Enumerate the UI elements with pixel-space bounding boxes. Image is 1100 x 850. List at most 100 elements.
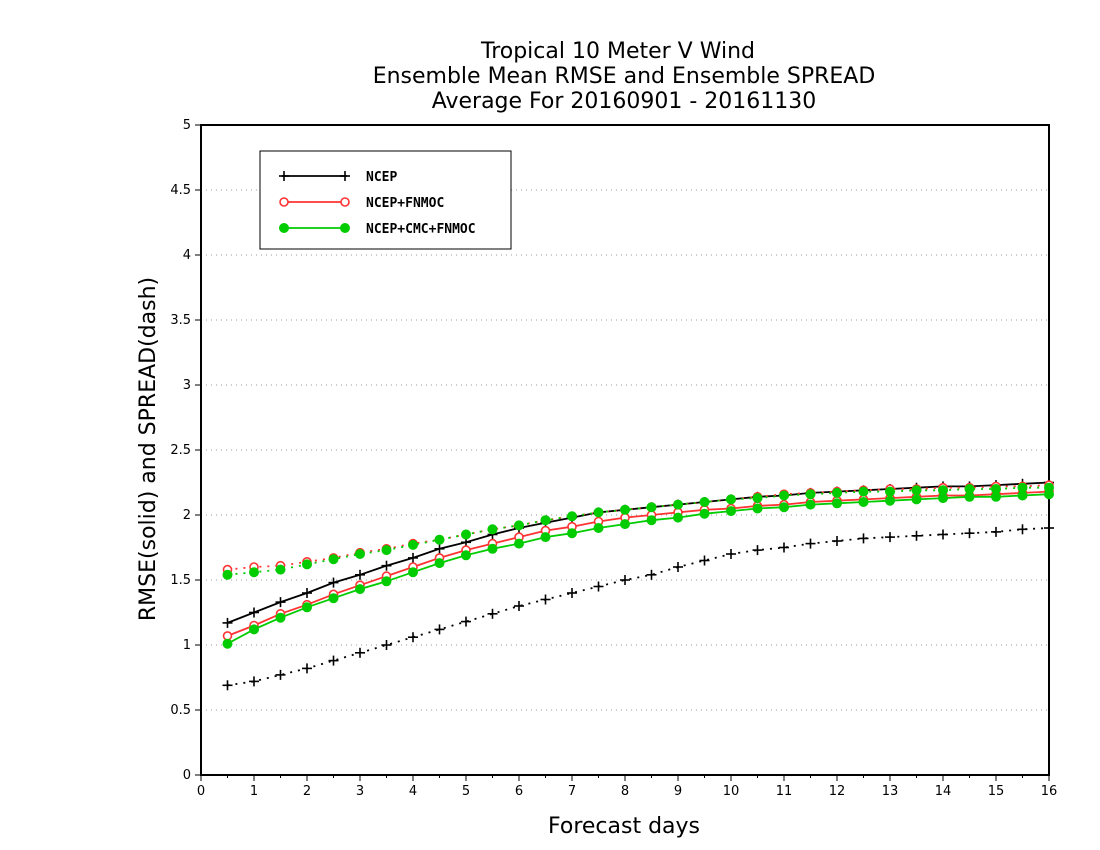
- x-axis-title: Forecast days: [548, 814, 700, 839]
- rmse-point-ncep-3: [302, 588, 312, 598]
- rmse-point-ncep-cmc-fnmoc-17: [673, 512, 683, 523]
- legend-label-ncep: NCEP: [366, 170, 397, 185]
- rmse-point-ncep-5: [355, 569, 365, 580]
- y-tick-label-9: 4.5: [170, 183, 191, 198]
- spread-point-ncep-cmc-fnmoc-19: [726, 494, 736, 505]
- spread-point-ncep-cmc-fnmoc-16: [646, 502, 657, 513]
- series-ncep-fnmoc: [222, 480, 1054, 641]
- spread-point-ncep-cmc-fnmoc-2: [275, 564, 286, 575]
- rmse-point-ncep-2: [275, 597, 286, 608]
- rmse-point-ncep-cmc-fnmoc-4: [328, 593, 339, 604]
- spread-point-ncep-18: [699, 555, 710, 566]
- spread-point-ncep-cmc-fnmoc-25: [885, 486, 895, 497]
- spread-point-ncep-cmc-fnmoc-8: [434, 534, 445, 545]
- spread-point-ncep-cmc-fnmoc-15: [620, 504, 630, 515]
- x-tick-label-16: 16: [1041, 784, 1058, 799]
- rmse-point-ncep-8: [434, 543, 445, 554]
- rmse-point-ncep-cmc-fnmoc-14: [593, 523, 604, 533]
- y-tick-label-8: 4: [183, 248, 191, 263]
- spread-point-ncep-13: [567, 588, 577, 598]
- spread-point-ncep-cmc-fnmoc-1: [249, 567, 259, 578]
- rmse-point-ncep-cmc-fnmoc-26: [911, 494, 922, 505]
- x-tick-label-6: 6: [515, 784, 523, 799]
- spread-point-ncep-5: [355, 647, 365, 658]
- spread-point-ncep-cmc-fnmoc-17: [673, 499, 683, 510]
- rmse-point-ncep-cmc-fnmoc-12: [540, 532, 551, 543]
- rmse-point-ncep-cmc-fnmoc-24: [858, 497, 869, 507]
- x-tick-label-13: 13: [882, 784, 899, 799]
- spread-point-ncep-cmc-fnmoc-23: [832, 487, 842, 498]
- spread-point-ncep-cmc-fnmoc-24: [858, 486, 869, 497]
- spread-point-ncep-10: [487, 608, 498, 619]
- spread-point-ncep-12: [540, 594, 551, 605]
- rmse-point-ncep-cmc-fnmoc-2: [275, 612, 286, 623]
- rmse-point-ncep-cmc-fnmoc-31: [1044, 489, 1054, 500]
- series-ncep-cmc-fnmoc: [222, 482, 1054, 649]
- x-tick-label-2: 2: [303, 784, 311, 799]
- y-tick-label-2: 1: [183, 638, 191, 653]
- rmse-point-ncep-6: [381, 560, 392, 571]
- y-tick-label-6: 3: [183, 378, 191, 393]
- y-tick-label-10: 5: [183, 118, 191, 133]
- spread-point-ncep-23: [832, 536, 842, 546]
- rmse-point-ncep-cmc-fnmoc-1: [249, 624, 259, 635]
- spread-point-ncep-7: [408, 632, 418, 643]
- x-tick-label-15: 15: [988, 784, 1005, 799]
- chart-title-line-1: Tropical 10 Meter V Wind: [480, 39, 755, 64]
- rmse-point-ncep-cmc-fnmoc-21: [779, 502, 789, 513]
- grid: [201, 189, 1049, 711]
- spread-point-ncep-cmc-fnmoc-20: [752, 493, 763, 504]
- spread-point-ncep-28: [964, 528, 975, 539]
- rmse-point-ncep-cmc-fnmoc-15: [620, 519, 630, 530]
- rmse-point-ncep-cmc-fnmoc-7: [408, 567, 418, 578]
- spread-point-ncep-21: [779, 542, 789, 553]
- legend-marker-end-ncep-fnmoc: [340, 197, 350, 207]
- rmse-point-ncep-cmc-fnmoc-9: [461, 550, 471, 561]
- rmse-point-ncep-cmc-fnmoc-0: [222, 638, 233, 649]
- y-tick-label-0: 0: [183, 768, 191, 783]
- x-tick-label-7: 7: [568, 784, 576, 799]
- x-tick-label-11: 11: [776, 784, 793, 799]
- rmse-point-ncep-cmc-fnmoc-16: [646, 515, 657, 526]
- spread-point-ncep-16: [646, 569, 657, 580]
- rmse-point-ncep-cmc-fnmoc-6: [381, 576, 392, 587]
- spread-point-ncep-cmc-fnmoc-0: [222, 569, 233, 580]
- x-tick-label-9: 9: [674, 784, 682, 799]
- y-tick-label-3: 1.5: [170, 573, 191, 588]
- legend: NCEP NCEP+FNMOC NCEP+CMC+FNMOC: [259, 150, 512, 250]
- spread-point-ncep-cmc-fnmoc-3: [302, 559, 312, 570]
- rmse-point-ncep-1: [249, 607, 259, 618]
- spread-line-ncep: [227, 527, 1050, 687]
- spread-point-ncep-29: [991, 526, 1001, 537]
- x-tick-label-14: 14: [935, 784, 952, 799]
- chart-title: Tropical 10 Meter V Wind Ensemble Mean R…: [373, 39, 876, 114]
- spread-point-ncep-cmc-fnmoc-6: [381, 545, 392, 556]
- y-tick-label-7: 3.5: [170, 313, 191, 328]
- y-tick-label-1: 0.5: [170, 703, 191, 718]
- spread-point-ncep-cmc-fnmoc-11: [514, 520, 524, 531]
- spread-point-ncep-cmc-fnmoc-26: [911, 485, 922, 496]
- spread-point-ncep-19: [726, 549, 736, 559]
- rmse-point-ncep-cmc-fnmoc-13: [567, 528, 577, 539]
- spread-point-ncep-14: [593, 581, 604, 592]
- legend-box: [259, 150, 512, 250]
- spread-point-ncep-11: [514, 601, 524, 611]
- chart-title-line-2: Ensemble Mean RMSE and Ensemble SPREAD: [373, 64, 876, 89]
- legend-marker-end-ncep: [340, 171, 350, 181]
- rmse-point-ncep-cmc-fnmoc-5: [355, 584, 365, 595]
- rmse-point-ncep-cmc-fnmoc-23: [832, 498, 842, 509]
- x-tick-label-3: 3: [356, 784, 364, 799]
- chart-title-line-3: Average For 20160901 - 20161130: [432, 89, 817, 114]
- x-tick-label-4: 4: [409, 784, 417, 799]
- rmse-point-ncep-cmc-fnmoc-20: [752, 503, 763, 514]
- rmse-point-ncep-cmc-fnmoc-28: [964, 491, 975, 502]
- x-tick-label-1: 1: [250, 784, 258, 799]
- x-tick-label-12: 12: [829, 784, 846, 799]
- spread-point-ncep-30: [1017, 524, 1028, 535]
- spread-point-ncep-26: [911, 530, 922, 541]
- plot-series: [222, 477, 1054, 691]
- spread-point-ncep-cmc-fnmoc-4: [328, 554, 339, 565]
- spread-point-ncep-20: [752, 545, 763, 556]
- series-ncep: [222, 477, 1054, 691]
